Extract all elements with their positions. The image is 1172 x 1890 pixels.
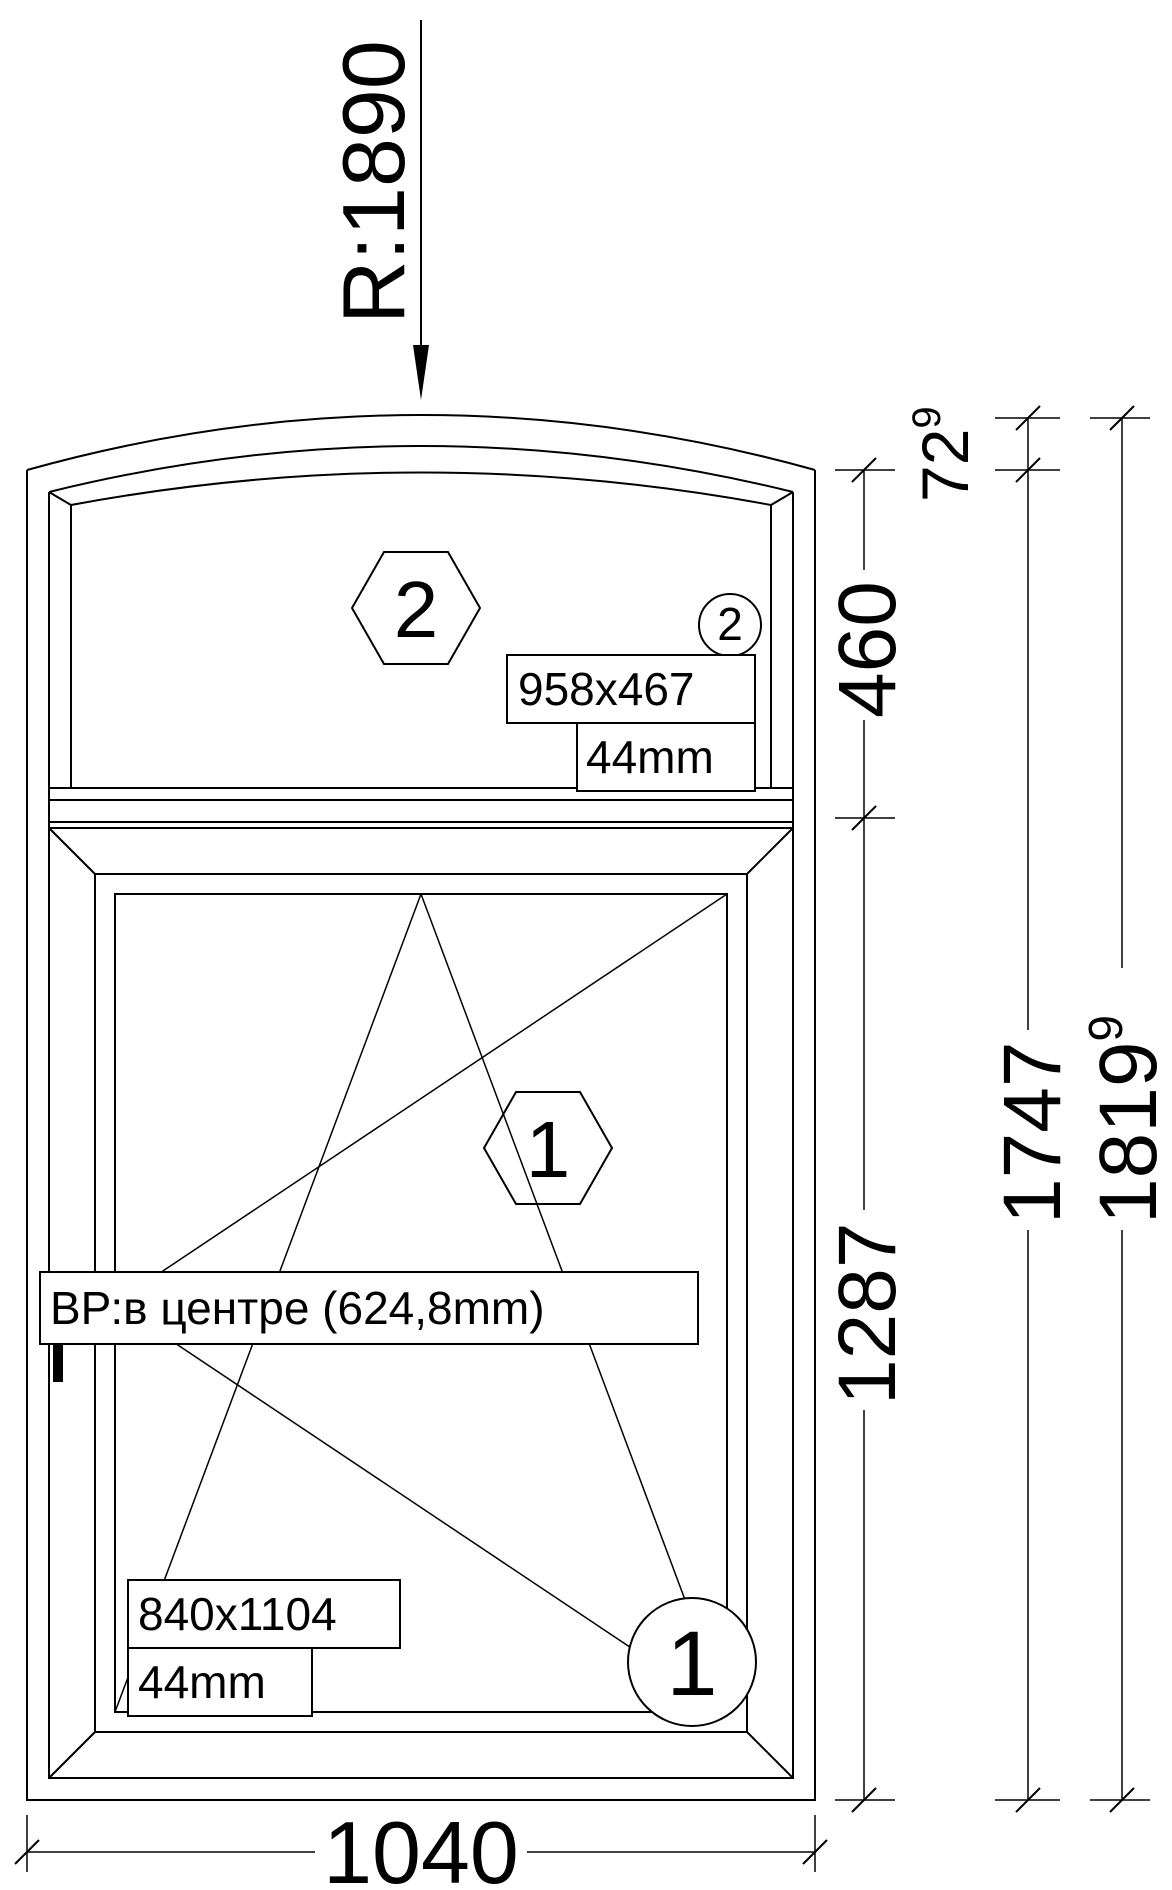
radius-indicator: R:1890	[324, 20, 429, 400]
section-height-dimension: 460 1287	[822, 457, 913, 1813]
arc-rise: 729	[905, 406, 982, 502]
transom-height: 460	[822, 581, 913, 718]
handle-note: ВР:в центре (624,8mm)	[50, 1282, 545, 1334]
sash-height: 1287	[822, 1223, 913, 1405]
transom-glass-thickness: 44mm	[586, 731, 714, 783]
total-height: 18199	[1080, 1015, 1172, 1224]
sash-glass-size: 840x1104	[138, 1588, 337, 1640]
width-dimension: 1040	[14, 1803, 828, 1890]
side-height: 1747	[987, 1042, 1078, 1224]
sash-glass-marker-text: 1	[666, 1613, 717, 1715]
transom-marker-text: 2	[394, 565, 439, 654]
radius-label: R:1890	[324, 40, 423, 324]
handle-icon	[53, 1326, 63, 1382]
transom-glass-thickness-box: 44mm	[576, 722, 756, 792]
sash-glass-thickness: 44mm	[138, 1656, 266, 1708]
total-height-dimension: 18199	[1080, 405, 1172, 1813]
sash-marker-text: 1	[526, 1105, 571, 1194]
sash-glass-marker: 1	[627, 1597, 757, 1727]
sash-marker: 1	[482, 1091, 614, 1205]
transom-marker: 2	[350, 551, 482, 665]
transom-glass-marker-text: 2	[717, 598, 743, 650]
side-height-dimension: 729 1747	[905, 405, 1078, 1813]
sash-glass-thickness-box: 44mm	[127, 1647, 313, 1717]
sash-glass-size-box: 840x1104	[127, 1579, 401, 1649]
transom-glass-size-box: 958x467	[506, 654, 756, 724]
overall-width: 1040	[323, 1803, 519, 1890]
transom-glass-marker: 2	[698, 593, 762, 657]
handle-note-box: ВР:в центре (624,8mm)	[39, 1271, 699, 1345]
transom-glass-size: 958x467	[518, 663, 695, 715]
transom-bar	[49, 787, 793, 823]
